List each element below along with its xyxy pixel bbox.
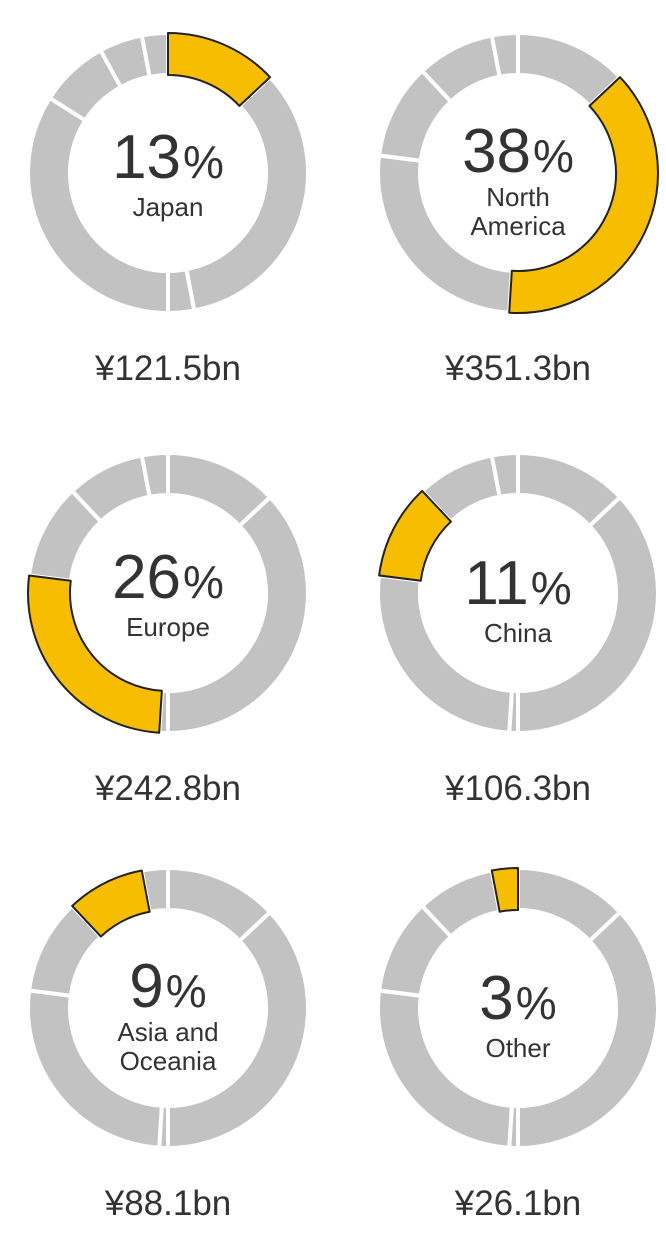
donut-chart — [376, 450, 660, 735]
highlight-segment — [27, 574, 163, 734]
percent-value: 13 — [112, 123, 182, 192]
percent-sign: % — [515, 977, 557, 1029]
region-label: Other — [485, 1033, 551, 1063]
percent-value: 11 — [464, 549, 529, 618]
percent-value: 38 — [462, 117, 532, 186]
highlight-segment — [71, 869, 151, 938]
donut-segment-1 — [157, 494, 310, 735]
percent-label: 13% — [26, 127, 310, 189]
region-label: Asia and Oceania — [117, 1017, 219, 1076]
donut-chart — [376, 865, 660, 1150]
region-chart-4: 9% Asia and Oceania ¥88.1bn — [26, 865, 310, 1260]
highlight-segment — [378, 489, 452, 582]
percent-label: 38% — [376, 121, 660, 183]
sales-value: ¥88.1bn — [104, 1184, 232, 1223]
regional-donut-charts: 13% Japan ¥121.5bn 38% North America ¥351.3bn… — [26, 30, 660, 1221]
percent-label: 3% — [376, 968, 660, 1030]
donut-chart — [26, 30, 311, 315]
percent-value: 3 — [479, 964, 514, 1033]
sales-value: ¥351.3bn — [445, 349, 591, 388]
region-chart-3: 11% China ¥106.3bn — [376, 450, 660, 845]
region-label: Japan — [132, 192, 204, 222]
percent-label: 26% — [26, 547, 310, 609]
percent-sign: % — [165, 965, 207, 1017]
donut-chart — [26, 450, 310, 735]
region-label: North America — [470, 182, 566, 241]
region-chart-1: 38% North America ¥351.3bn — [376, 30, 660, 425]
percent-value: 26 — [112, 543, 182, 612]
region-label: China — [484, 618, 552, 648]
percent-sign: % — [530, 562, 572, 614]
donut-segment-1 — [507, 909, 660, 1150]
donut-chart — [26, 865, 310, 1150]
donut-chart — [376, 30, 660, 315]
percent-sign: % — [183, 136, 224, 188]
donut-segment-5 — [489, 450, 520, 500]
region-chart-0: 13% Japan ¥121.5bn — [26, 30, 311, 425]
sales-value: ¥106.3bn — [445, 769, 591, 808]
donut-segment-1 — [507, 494, 660, 735]
donut-segment-5 — [139, 450, 170, 500]
percent-label: 9% — [26, 956, 310, 1018]
percent-label: 11% — [376, 553, 660, 615]
sales-value: ¥121.5bn — [95, 349, 241, 388]
sales-value: ¥26.1bn — [454, 1184, 582, 1223]
donut-segment-2 — [26, 95, 197, 315]
sales-value: ¥242.8bn — [95, 769, 241, 808]
highlight-segment — [490, 867, 519, 913]
donut-segment-5 — [489, 30, 520, 80]
donut-segment-1 — [157, 909, 310, 1150]
region-label: Europe — [126, 612, 210, 642]
percent-sign: % — [533, 130, 574, 182]
region-chart-5: 3% Other ¥26.1bn — [376, 865, 660, 1260]
region-chart-2: 26% Europe ¥242.8bn — [26, 450, 310, 845]
percent-value: 9 — [129, 952, 164, 1021]
highlight-segment — [167, 32, 272, 107]
percent-sign: % — [183, 556, 224, 608]
highlight-segment — [508, 76, 659, 314]
donut-segment-1 — [184, 74, 311, 313]
